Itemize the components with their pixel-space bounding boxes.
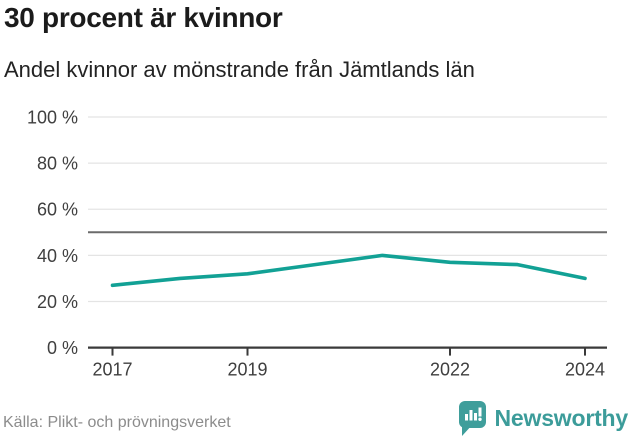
x-tick-label-2019: 2019 xyxy=(227,360,267,380)
y-tick-label-100: 100 % xyxy=(27,108,78,128)
chart-subtitle: Andel kvinnor av mönstrande från Jämtlan… xyxy=(4,57,475,82)
data-line xyxy=(110,253,587,288)
newsworthy-logo[interactable]: Newsworthy xyxy=(458,400,628,437)
y-tick-label-40: 40 % xyxy=(37,246,78,266)
x-tick-label-2022: 2022 xyxy=(430,360,470,380)
x-tick-label-2017: 2017 xyxy=(92,360,132,380)
source-note: Källa: Plikt- och prövningsverket xyxy=(3,414,231,431)
y-tick-label-80: 80 % xyxy=(37,154,78,174)
y-tick-label-0: 0 % xyxy=(47,338,78,358)
y-tick-label-60: 60 % xyxy=(37,200,78,220)
newsworthy-badge-icon xyxy=(458,401,486,436)
chart-title: 30 procent är kvinnor xyxy=(4,2,283,33)
x-tick-label-2024: 2024 xyxy=(565,360,605,380)
newsworthy-brand-name: Newsworthy xyxy=(494,405,629,431)
y-tick-label-20: 20 % xyxy=(37,292,78,312)
